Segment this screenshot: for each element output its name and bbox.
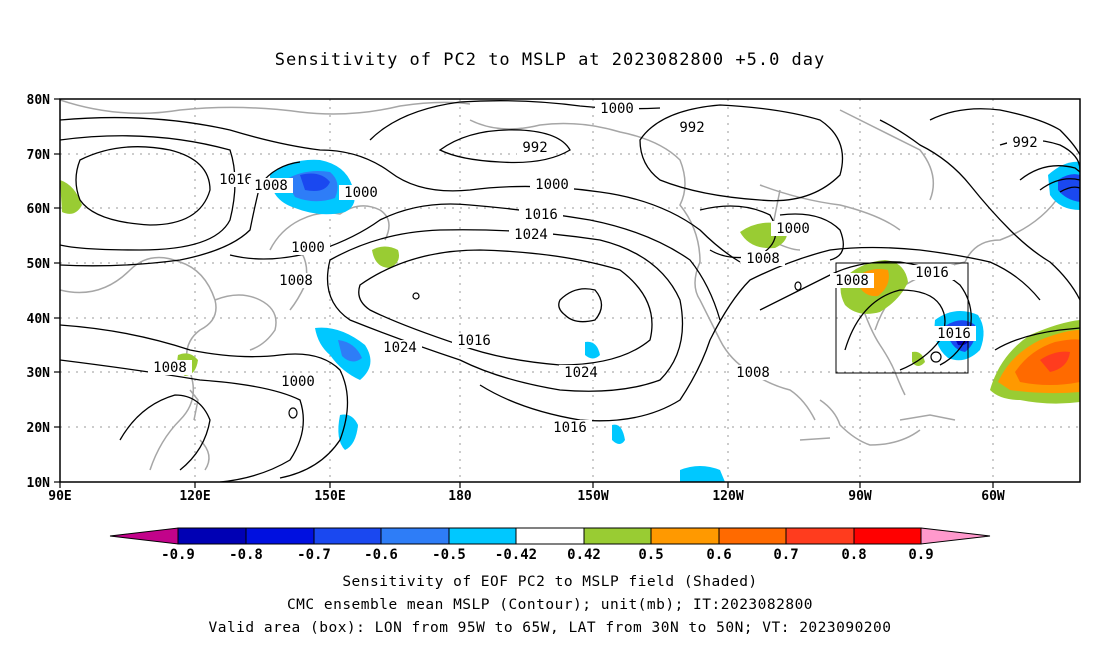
lon-label: 180: [448, 489, 472, 504]
colorbar-swatch: [583, 527, 652, 545]
contour-label: 1000: [600, 101, 634, 117]
colorbar-high-arrow: [920, 527, 991, 545]
colorbar-swatch: [853, 527, 922, 545]
colorbar-label: 0.42: [567, 547, 601, 563]
colorbar-low-arrow: [109, 527, 179, 545]
plot-frame: [59, 98, 1081, 483]
contour-label: 1008: [254, 178, 288, 194]
lat-label: 10N: [27, 476, 51, 491]
colorbar-label: -0.7: [297, 547, 331, 563]
lon-label: 60W: [981, 489, 1005, 504]
colorbar-label: 0.6: [706, 547, 731, 563]
contour-label: 992: [679, 120, 704, 136]
lat-label: 40N: [27, 312, 51, 327]
colorbar: -0.9 -0.8 -0.7 -0.6 -0.5 -0.42 0.42 0.5 …: [109, 527, 991, 563]
colorbar-swatch: [785, 527, 855, 545]
lon-label: 90W: [848, 489, 872, 504]
contour-label: 1016: [553, 420, 587, 436]
colorbar-label: 0.7: [773, 547, 798, 563]
longitude-labels: 90E 120E 150E 180 150W 120W 90W 60W: [48, 489, 1005, 504]
contour-label: 1000: [281, 374, 315, 390]
contour-label: 1024: [383, 340, 417, 356]
colorbar-label: -0.6: [364, 547, 398, 563]
caption-line-3: Valid area (box): LON from 95W to 65W, L…: [208, 620, 892, 636]
colorbar-swatch: [718, 527, 787, 545]
contour-labels: 1000 992 992 992 1016 1008 1000 1000 101…: [148, 101, 1043, 436]
contour-label: 1024: [564, 365, 598, 381]
lon-label: 150W: [577, 489, 608, 504]
lat-label: 80N: [27, 93, 51, 108]
colorbar-label: -0.42: [495, 547, 537, 563]
latitude-labels: 80N 70N 60N 50N 40N 30N 20N 10N: [27, 93, 51, 491]
lat-label: 20N: [27, 421, 51, 436]
lon-label: 150E: [314, 489, 345, 504]
lat-label: 30N: [27, 366, 51, 381]
contour-label: 1000: [776, 221, 810, 237]
contour-label: 1000: [535, 177, 569, 193]
contour-label: 1008: [279, 273, 313, 289]
lon-label: 120W: [712, 489, 743, 504]
colorbar-swatch: [448, 527, 517, 545]
contour-label: 1016: [937, 326, 971, 342]
contour-label: 1016: [457, 333, 491, 349]
contour-label: 1016: [524, 207, 558, 223]
contour-label: 1016: [915, 265, 949, 281]
colorbar-swatch: [380, 527, 450, 545]
lat-label: 60N: [27, 202, 51, 217]
contour-label: 1024: [514, 227, 548, 243]
lat-label: 50N: [27, 257, 51, 272]
caption-line-2: CMC ensemble mean MSLP (Contour); unit(m…: [286, 597, 814, 613]
contour-label: 1000: [291, 240, 325, 256]
colorbar-swatch: [245, 527, 315, 545]
colorbar-swatch: [177, 527, 247, 545]
contour-label: 1008: [746, 251, 780, 267]
contour-label: 1000: [344, 185, 378, 201]
small-contours: [288, 281, 942, 419]
colorbar-label: -0.8: [229, 547, 263, 563]
gridlines: [60, 99, 1080, 482]
colorbar-label: 0.9: [908, 547, 933, 563]
colorbar-label: -0.5: [432, 547, 466, 563]
colorbar-swatch: [515, 527, 585, 545]
lon-label: 90E: [48, 489, 71, 504]
contour-label: 1008: [736, 365, 770, 381]
colorbar-swatch: [313, 527, 382, 545]
plot-title: Sensitivity of PC2 to MSLP at 2023082800…: [274, 50, 826, 70]
contour-label: 992: [522, 140, 547, 156]
contour-label: 1008: [153, 360, 187, 376]
colorbar-label: -0.9: [161, 547, 195, 563]
colorbar-label: 0.5: [638, 547, 663, 563]
valid-area-box: [835, 262, 969, 374]
contour-label: 1008: [835, 273, 869, 289]
axis-ticks: [54, 98, 994, 488]
caption-line-1: Sensitivity of EOF PC2 to MSLP field (Sh…: [342, 574, 758, 590]
colorbar-swatch: [650, 527, 720, 545]
colorbar-label: 0.8: [841, 547, 866, 563]
contour-label: 992: [1012, 135, 1037, 151]
contour-label: 1016: [219, 172, 253, 188]
lon-label: 120E: [179, 489, 210, 504]
lat-label: 70N: [27, 148, 51, 163]
